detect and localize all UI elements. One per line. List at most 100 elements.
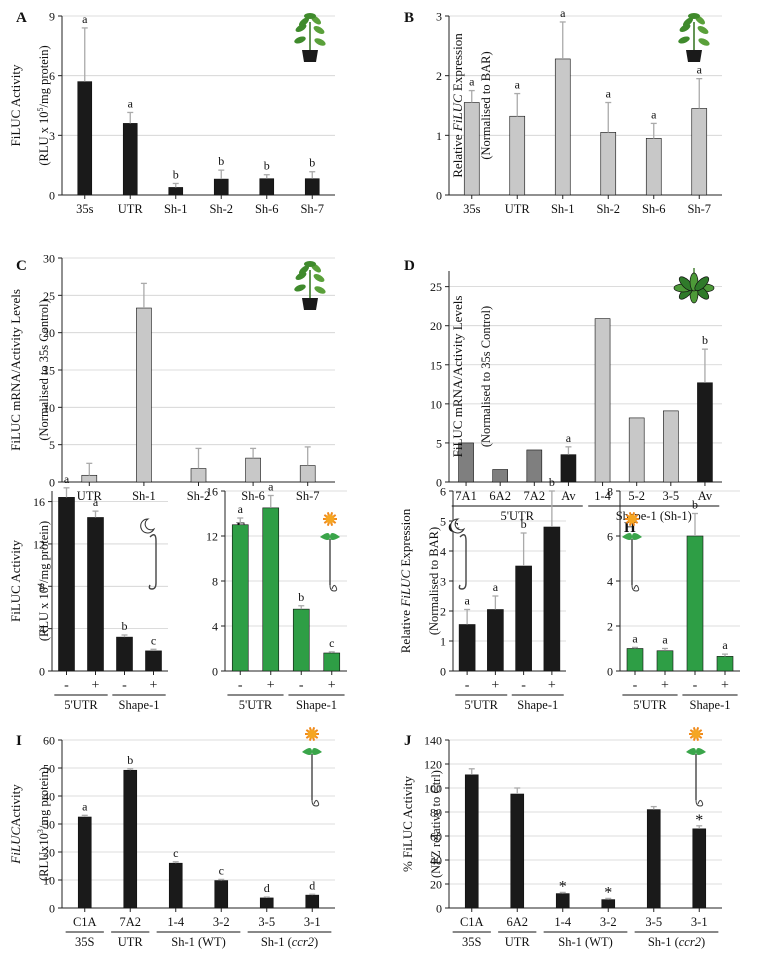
- x-tick-label: C1A: [460, 915, 484, 929]
- significance-label: b: [692, 498, 698, 512]
- y-tick-label: 3: [436, 10, 442, 24]
- bar: [122, 123, 138, 196]
- x-tick-label: Sh-1: [551, 202, 575, 216]
- y-tick-label: 4: [212, 620, 218, 634]
- y-tick-label: 50: [43, 762, 55, 776]
- bar: [697, 382, 713, 483]
- group-label: 5'UTR: [464, 698, 498, 712]
- significance-label: b: [264, 159, 270, 173]
- significance-label: b: [549, 475, 555, 489]
- bar: [292, 608, 310, 672]
- bar: [487, 609, 504, 672]
- group-label: Shape-1: [690, 698, 731, 712]
- y-tick-label: 120: [424, 758, 442, 772]
- significance-label: b: [702, 333, 708, 347]
- bar: [116, 636, 133, 672]
- y-tick-label: 60: [43, 734, 55, 748]
- bar: [509, 115, 526, 196]
- root: [631, 584, 640, 592]
- y-tick-label: 0: [49, 902, 55, 916]
- x-tick-label: -: [238, 678, 243, 693]
- moon-shape: [140, 518, 156, 534]
- x-tick-label: -: [521, 678, 526, 693]
- y-axis-sublabel: (RLUx103/mg protein): [36, 767, 51, 881]
- y-tick-label: 6: [607, 530, 613, 544]
- bar: [231, 524, 249, 672]
- x-tick-label: UTR: [77, 489, 103, 503]
- group-label: Shape-1: [119, 698, 160, 712]
- x-tick-label: Sh-7: [687, 202, 711, 216]
- significance-label: d: [264, 881, 270, 895]
- y-tick-label: 80: [430, 806, 442, 820]
- significance-label: b: [218, 154, 224, 168]
- bar: [123, 769, 138, 909]
- group-label: Sh-1 (WT): [171, 935, 226, 949]
- significance-label: a: [268, 480, 274, 494]
- x-tick-label: +: [721, 678, 729, 693]
- group-label: UTR: [505, 935, 531, 949]
- bar: [259, 178, 275, 196]
- group-label: 5'UTR: [239, 698, 273, 712]
- bar: [77, 816, 92, 909]
- leaf: [679, 24, 691, 32]
- pot: [302, 298, 318, 310]
- y-tick-label: 20: [430, 878, 442, 892]
- y-tick-label: 8: [607, 485, 613, 499]
- bar: [543, 526, 561, 672]
- panel-label: C: [16, 258, 27, 274]
- x-tick-label: 1-4: [554, 915, 571, 929]
- x-tick-label: 3-5: [662, 489, 679, 503]
- x-tick-label: Sh-6: [642, 202, 666, 216]
- x-tick-label: +: [267, 678, 275, 693]
- significance-label: c: [173, 846, 178, 860]
- y-tick-label: 16: [206, 485, 218, 499]
- x-tick-label: 5-2: [628, 489, 645, 503]
- significance-label: b: [298, 590, 304, 604]
- moon-shape: [450, 518, 466, 534]
- bar: [600, 132, 617, 196]
- y-axis-label: FiLUC Activity: [8, 540, 23, 622]
- y-tick-label: 1: [440, 635, 446, 649]
- significance-label: c: [219, 863, 224, 877]
- panel-I: I 0 10 20 30 40 50 60 a C1A b 7A2 c 1-4 c 3-2 d 3-5 d 3-1 35…: [8, 727, 335, 949]
- root: [329, 584, 338, 592]
- y-tick-label: 140: [424, 734, 442, 748]
- y-axis-sublabel: (Normalised to 35s Control): [479, 306, 493, 447]
- y-tick-label: 6: [49, 69, 55, 83]
- pot: [302, 50, 318, 62]
- y-axis-label: FiLUC Activity: [8, 64, 23, 146]
- group-label: Sh-1 (WT): [558, 935, 613, 949]
- significance-label: a: [82, 799, 88, 813]
- y-tick-label: 0: [39, 665, 45, 679]
- bar: [305, 894, 320, 909]
- x-tick-label: -: [64, 678, 69, 693]
- significance-label: *: [559, 878, 567, 895]
- x-tick-label: +: [150, 678, 158, 693]
- x-tick-label: Av: [698, 489, 713, 503]
- group-label: Sh-1 (ccr2): [648, 935, 705, 949]
- y-tick-label: 2: [440, 605, 446, 619]
- y-tick-label: 25: [430, 280, 442, 294]
- y-tick-label: 5: [49, 438, 55, 452]
- y-tick-label: 10: [43, 874, 55, 888]
- x-tick-label: +: [92, 678, 100, 693]
- bar: [526, 449, 543, 483]
- y-axis-label: Relative FiLUC Expression: [398, 508, 413, 653]
- leaf: [313, 274, 325, 282]
- bar: [515, 565, 532, 672]
- bar: [245, 457, 261, 483]
- significance-label: a: [93, 495, 99, 509]
- y-axis-sublabel: (Normalised to BAR): [479, 51, 493, 159]
- y-tick-label: 1: [436, 129, 442, 143]
- bar: [87, 517, 104, 672]
- significance-label: a: [128, 96, 134, 110]
- x-tick-label: -: [465, 678, 470, 693]
- y-axis-label: FiLUC mRNA/Activity Levels: [450, 296, 465, 458]
- x-tick-label: 7A1: [455, 489, 477, 503]
- panel-label: B: [404, 10, 414, 26]
- moon-seedling-icon: [450, 518, 467, 590]
- plant-pot-icon: [294, 13, 326, 62]
- x-tick-label: +: [661, 678, 669, 693]
- y-tick-label: 15: [430, 358, 442, 372]
